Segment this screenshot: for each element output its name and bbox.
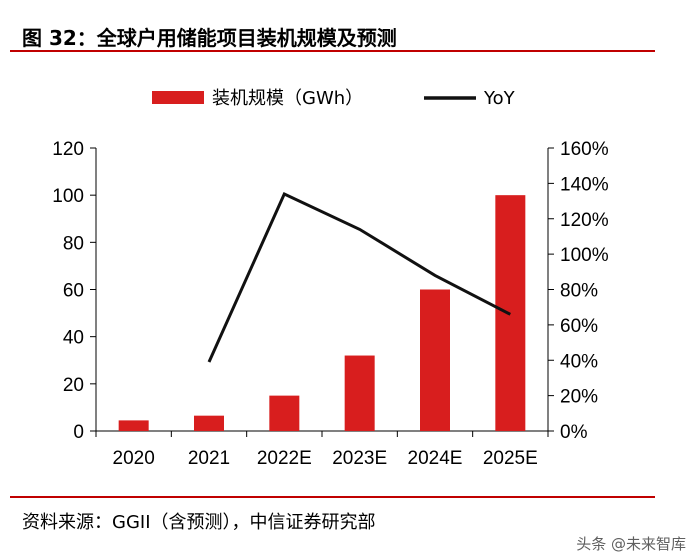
x-tick-label: 2025E [483,448,538,469]
chart-title: 图 32：全球户用储能项目装机规模及预测 [22,26,397,50]
bar-2020 [118,420,149,431]
bottom-rule [10,496,655,498]
bar-2021 [194,415,224,431]
right-tick-label: 40% [560,351,598,372]
x-tick-label: 2023E [332,448,387,469]
watermark: 头条 @未来智库 [576,535,686,553]
left-tick-label: 40 [63,328,84,349]
left-tick-label: 100 [52,186,84,207]
left-tick-label: 60 [63,281,84,302]
x-tick-label: 2020 [113,448,155,469]
left-tick-label: 120 [52,139,84,160]
x-axis: 2020 2021 2022E 2023E 2024E 2025E [95,430,549,469]
right-tick-label: 140% [560,174,609,195]
left-axis: 0 20 40 60 80 100 120 [52,139,97,443]
bar-2024E [420,289,450,431]
right-tick-label: 120% [560,210,609,231]
legend-swatch-bar [152,91,204,104]
x-tick-label: 2021 [188,448,230,469]
legend-label-line: YoY [483,88,516,109]
bar-2022E [269,395,300,431]
legend: 装机规模（GWh） YoY [152,88,516,109]
line-series [207,191,511,363]
top-rule [10,50,655,52]
left-tick-label: 0 [73,422,84,443]
bar-2023E [344,355,375,431]
right-tick-label: 100% [560,245,609,266]
bar-series [118,195,526,431]
right-tick-label: 0% [560,422,588,443]
x-tick-label: 2022E [257,448,312,469]
left-tick-label: 20 [63,375,84,396]
right-tick-label: 60% [560,316,598,337]
source-note: 资料来源：GGII（含预测），中信证券研究部 [22,512,376,533]
right-axis: 0% 20% 40% 60% 80% 100% 120% 140% 160% [547,139,609,443]
legend-label-bar: 装机规模（GWh） [212,88,363,109]
left-tick-label: 80 [63,233,84,254]
right-tick-label: 160% [560,139,609,160]
yoy-line [207,191,511,363]
right-tick-label: 80% [560,281,598,302]
x-tick-label: 2024E [408,448,463,469]
right-tick-label: 20% [560,387,598,408]
